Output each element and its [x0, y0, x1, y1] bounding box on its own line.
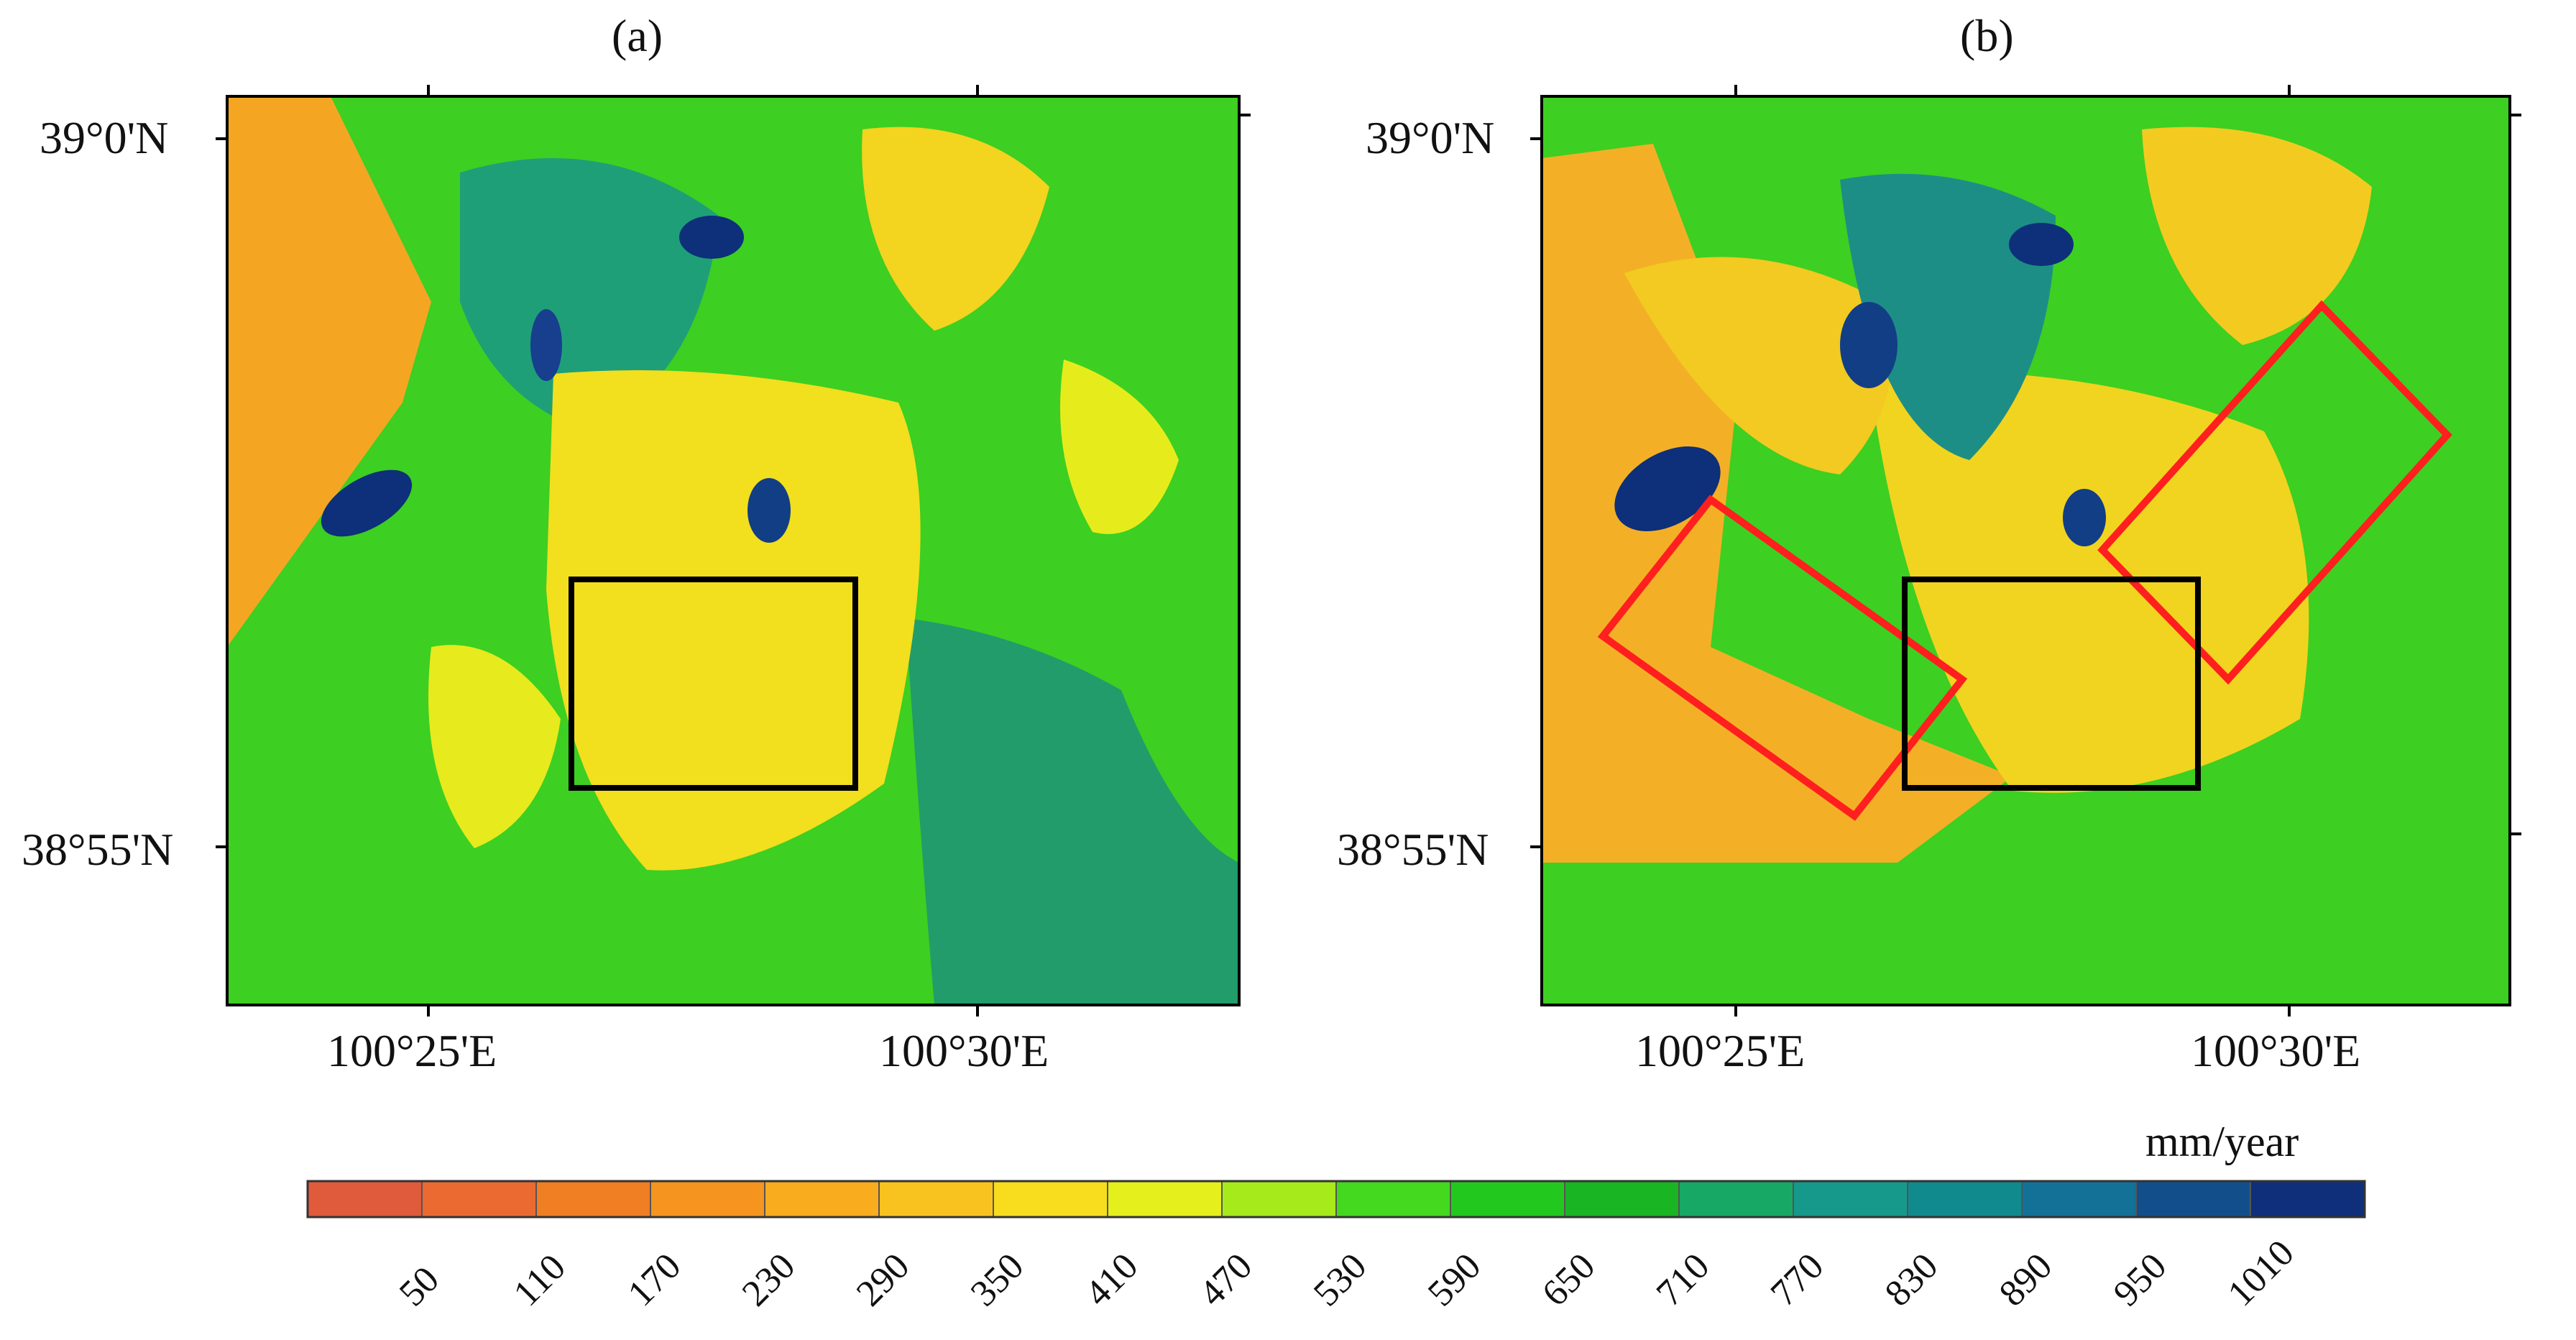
colorbar-swatch — [993, 1180, 1108, 1218]
colorbar-swatch — [1793, 1180, 1908, 1218]
panel-b-lat-top: 39°0'N — [1366, 112, 1495, 163]
colorbar-swatch — [1107, 1180, 1223, 1218]
colorbar-swatch — [1564, 1180, 1680, 1218]
colorbar-swatch — [307, 1180, 423, 1218]
colorbar-swatch — [2135, 1180, 2251, 1218]
colorbar-swatch — [1450, 1180, 1565, 1218]
colorbar-swatch — [878, 1180, 994, 1218]
panel-b-lon-right: 100°30'E — [2191, 1025, 2361, 1076]
panel-a-frame — [226, 95, 1241, 1006]
colorbar-swatch — [421, 1180, 537, 1218]
panel-b-label: (b) — [1960, 10, 2014, 61]
panel-a-lat-bottom: 38°55'N — [22, 824, 174, 875]
panel-b-map — [1542, 96, 2510, 1005]
panel-b-lon-left: 100°25'E — [1635, 1025, 1806, 1076]
panel-b-highlight-box-1 — [1597, 495, 1968, 821]
colorbar-swatch — [1678, 1180, 1794, 1218]
colorbar-swatch — [764, 1180, 880, 1218]
panel-b-study-box — [1902, 577, 2201, 791]
panel-a-lon-right: 100°30'E — [879, 1025, 1049, 1076]
colorbar-swatch — [650, 1180, 765, 1218]
panel-a-ticks — [216, 85, 1251, 1017]
colorbar-outline — [306, 1180, 2366, 1219]
panel-b-lat-bottom: 38°55'N — [1337, 824, 1489, 875]
colorbar-swatch — [2021, 1180, 2137, 1218]
colorbar-swatch — [1221, 1180, 1337, 1218]
panel-a-study-box — [569, 577, 858, 791]
panel-a-label: (a) — [612, 10, 663, 61]
panel-b-frame — [1540, 95, 2511, 1006]
panel-a-lon-left: 100°25'E — [327, 1025, 497, 1076]
panel-b-highlight-box-2 — [2097, 300, 2452, 685]
panel-b-ticks — [1530, 85, 2521, 1017]
colorbar-swatch — [1907, 1180, 2023, 1218]
colorbar-swatch — [2250, 1180, 2365, 1218]
colorbar — [306, 1180, 2366, 1219]
colorbar-swatch — [535, 1180, 651, 1218]
panel-a-map — [227, 96, 1239, 1005]
panel-a-lat-top: 39°0'N — [40, 112, 169, 163]
colorbar-unit: mm/year — [2145, 1118, 2299, 1165]
colorbar-swatch — [1335, 1180, 1451, 1218]
